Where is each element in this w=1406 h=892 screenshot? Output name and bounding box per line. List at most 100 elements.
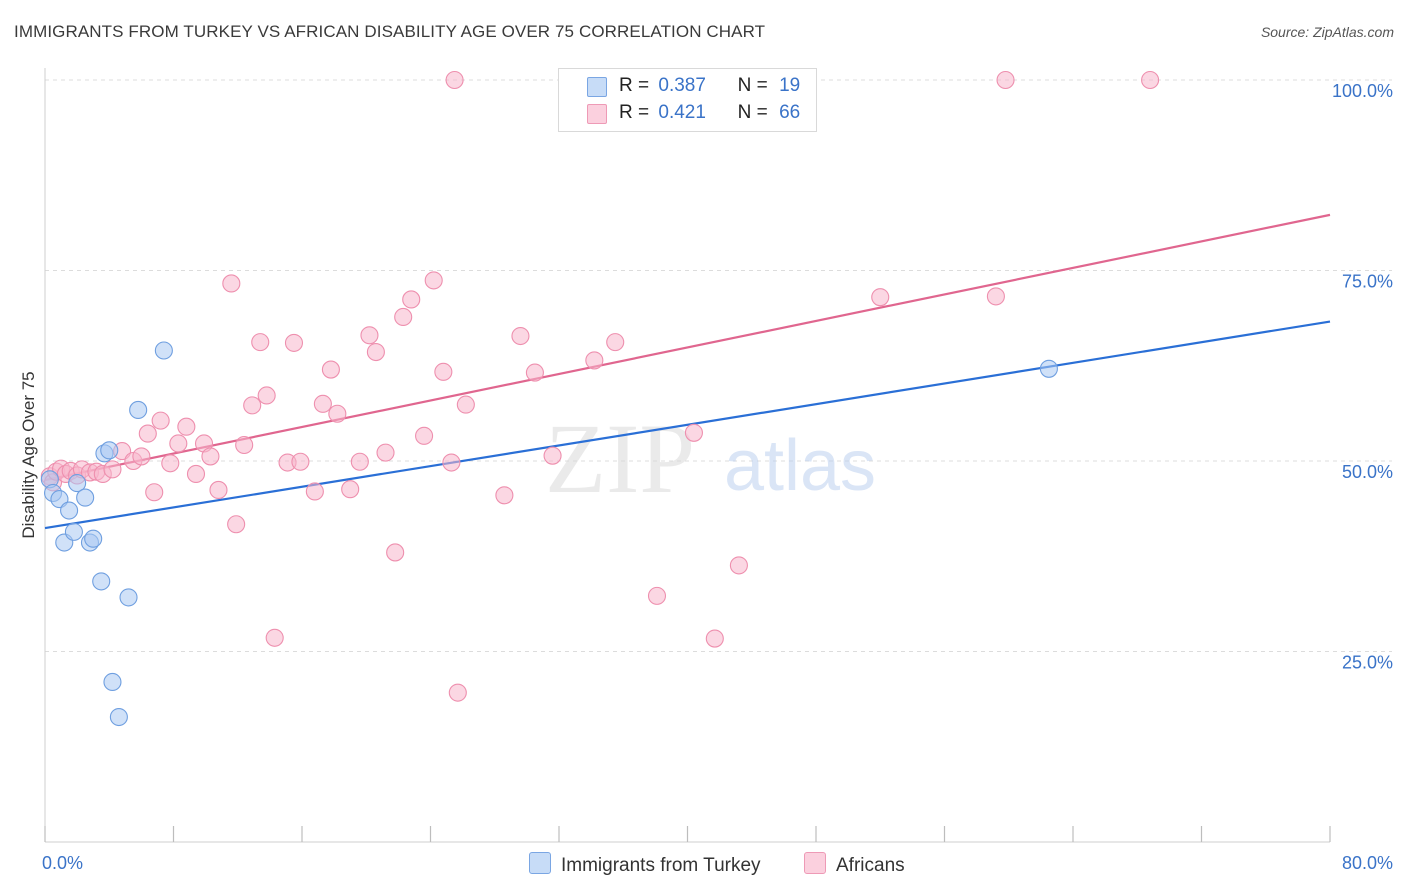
point-africans — [394, 307, 413, 327]
axes — [44, 68, 1331, 843]
chart-title: IMMIGRANTS FROM TURKEY VS AFRICAN DISABI… — [14, 22, 766, 41]
point-africans — [366, 342, 385, 362]
point-africans — [495, 486, 514, 505]
point-africans — [402, 290, 421, 309]
data-points — [40, 70, 1160, 727]
x-tick-label: 0.0% — [42, 853, 83, 873]
point-africans — [291, 452, 310, 471]
series-name-turkey: Immigrants from Turkey — [561, 855, 761, 876]
point-africans — [328, 404, 347, 423]
legend-n-value-africans: 66 — [779, 102, 801, 123]
point-africans — [145, 483, 164, 502]
point-africans — [360, 326, 379, 345]
point-africans — [265, 628, 284, 647]
point-africans — [284, 333, 304, 352]
trend-line-turkey — [44, 320, 1331, 530]
point-turkey — [103, 672, 122, 692]
trend-lines — [44, 213, 1331, 530]
gridlines — [45, 79, 1392, 652]
y-tick-label: 100.0% — [1332, 81, 1393, 101]
point-africans — [415, 426, 434, 445]
point-africans — [511, 326, 530, 346]
legend-n-label: N = — [737, 75, 768, 96]
point-turkey — [60, 501, 79, 520]
point-africans — [132, 447, 151, 466]
point-africans — [350, 452, 369, 471]
point-africans — [705, 629, 724, 648]
source-credit: Source: ZipAtlas.com — [1260, 24, 1394, 40]
point-africans — [434, 362, 453, 381]
point-africans — [169, 434, 188, 453]
point-africans — [442, 453, 461, 472]
legend-n-value-turkey: 19 — [779, 75, 801, 96]
point-africans — [1141, 70, 1160, 90]
y-tick-label: 50.0% — [1342, 462, 1393, 482]
point-africans — [103, 460, 122, 479]
legend-r-label: R = — [619, 75, 650, 96]
point-africans — [996, 70, 1015, 90]
point-africans — [209, 480, 228, 500]
legend-n-label: N = — [737, 102, 768, 123]
y-axis-label: Disability Age Over 75 — [19, 371, 38, 538]
point-africans — [227, 515, 246, 534]
watermark-zip: ZIP — [545, 403, 695, 514]
y-tick-label: 25.0% — [1342, 653, 1393, 673]
point-africans — [445, 70, 464, 90]
point-africans — [341, 480, 360, 499]
point-africans — [986, 287, 1005, 306]
point-africans — [424, 271, 443, 290]
series-swatch-africans — [804, 852, 826, 874]
point-africans — [201, 447, 220, 466]
point-turkey — [1039, 359, 1058, 378]
point-africans — [647, 586, 667, 605]
watermark: ZIP atlas — [545, 403, 876, 514]
point-turkey — [129, 400, 148, 419]
point-africans — [151, 411, 170, 430]
series-name-africans: Africans — [836, 855, 905, 876]
point-turkey — [84, 529, 103, 548]
point-africans — [543, 446, 562, 465]
legend-swatch-turkey — [587, 77, 607, 97]
point-turkey — [92, 572, 111, 591]
point-africans — [305, 482, 324, 501]
point-africans — [243, 396, 262, 415]
correlation-legend: R = 0.387 N = 19 R = 0.421 N = 66 — [558, 68, 817, 132]
point-africans — [729, 556, 748, 575]
point-africans — [871, 288, 890, 307]
point-africans — [138, 424, 157, 443]
point-africans — [585, 351, 604, 370]
legend-r-value-africans: 0.421 — [658, 102, 706, 123]
point-africans — [456, 395, 475, 414]
point-africans — [313, 394, 332, 413]
point-africans — [606, 333, 625, 352]
point-turkey — [100, 441, 119, 460]
trend-line-africans — [44, 213, 1331, 482]
point-turkey — [68, 474, 87, 493]
point-africans — [177, 417, 196, 436]
point-africans — [161, 454, 180, 473]
point-africans — [448, 683, 467, 702]
legend-r-label: R = — [619, 102, 650, 123]
point-africans — [321, 360, 340, 379]
tick-labels: 25.0% 50.0% 75.0% 100.0% 0.0% 80.0% — [42, 81, 1393, 873]
watermark-atlas: atlas — [724, 426, 876, 506]
point-turkey — [109, 707, 128, 727]
point-africans — [251, 333, 270, 352]
point-africans — [186, 464, 206, 484]
point-africans — [222, 274, 241, 293]
y-tick-label: 75.0% — [1342, 272, 1393, 292]
point-africans — [525, 363, 544, 382]
point-turkey — [76, 488, 95, 507]
x-tick-label: 80.0% — [1342, 853, 1393, 873]
series-swatch-turkey — [529, 852, 551, 874]
point-africans — [376, 443, 395, 462]
point-africans — [235, 435, 254, 455]
point-turkey — [119, 588, 138, 607]
point-africans — [386, 543, 405, 562]
point-africans — [257, 386, 276, 405]
series-legend-turkey: Immigrants from Turkey — [529, 852, 761, 877]
point-africans — [684, 423, 703, 442]
point-turkey — [64, 522, 83, 541]
series-legend-africans: Africans — [804, 852, 905, 877]
